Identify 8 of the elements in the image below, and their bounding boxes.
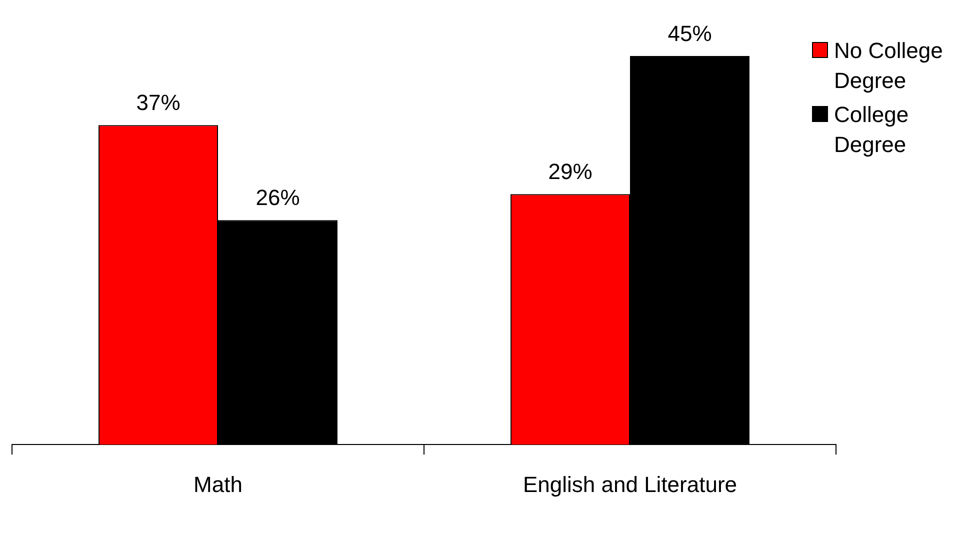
- x-tick-label: Math: [194, 472, 242, 497]
- data-label: 45%: [668, 21, 712, 46]
- data-label: 37%: [136, 90, 180, 116]
- legend-label: No College Degree: [834, 37, 944, 95]
- data-label: 26%: [256, 185, 300, 210]
- x-tick-label: English and Literature: [522, 472, 738, 497]
- legend-label: College Degree: [834, 101, 910, 159]
- data-label: 29%: [548, 159, 592, 184]
